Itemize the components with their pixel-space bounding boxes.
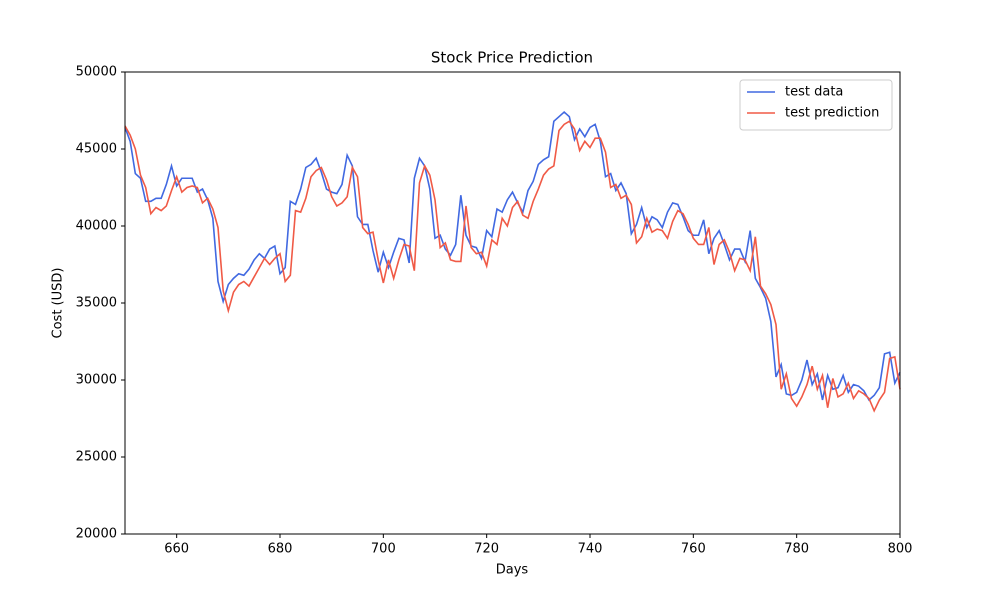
legend-label: test prediction xyxy=(785,106,879,121)
x-tick-label: 700 xyxy=(371,542,396,557)
series-line xyxy=(124,110,901,402)
x-tick-label: 660 xyxy=(164,542,189,557)
legend-box xyxy=(739,79,893,131)
x-tick-label: 760 xyxy=(681,542,706,557)
legend-label: test data xyxy=(785,85,843,100)
axes-frame xyxy=(124,71,901,535)
x-tick-label: 680 xyxy=(268,542,293,557)
x-tick-label: 720 xyxy=(474,542,499,557)
y-tick-label: 40000 xyxy=(76,219,117,234)
y-tick-label: 45000 xyxy=(76,142,117,157)
y-tick-label: 30000 xyxy=(76,373,117,388)
x-tick-label: 740 xyxy=(578,542,603,557)
y-axis-label: Cost (USD) xyxy=(51,268,66,339)
x-tick-label: 800 xyxy=(888,542,913,557)
x-tick-label: 780 xyxy=(784,542,809,557)
y-tick-label: 25000 xyxy=(76,450,117,465)
y-tick-label: 20000 xyxy=(76,527,117,542)
y-tick-label: 50000 xyxy=(76,65,117,80)
series-line xyxy=(124,120,901,413)
y-tick-label: 35000 xyxy=(76,296,117,311)
x-axis-label: Days xyxy=(496,563,529,578)
chart-title: Stock Price Prediction xyxy=(431,49,593,67)
